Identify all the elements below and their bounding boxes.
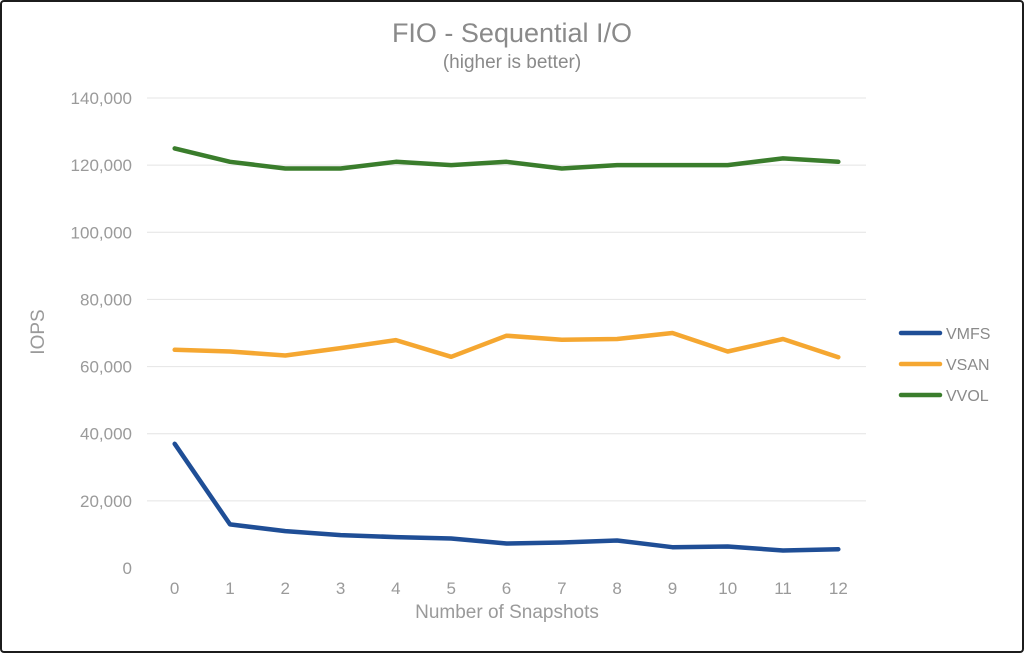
legend: VMFS VSAN VVOL <box>898 326 990 405</box>
gridlines <box>147 97 866 502</box>
x-tick-label: 1 <box>225 579 234 598</box>
chart-subtitle: (higher is better) <box>443 52 581 73</box>
x-tick-label: 8 <box>612 579 621 598</box>
x-tick-label: 0 <box>170 579 179 598</box>
chart-title: FIO - Sequential I/O <box>392 18 632 48</box>
legend-label-vsan: VSAN <box>946 357 990 374</box>
x-axis-label: Number of Snapshots <box>415 602 599 623</box>
series-line-vmfs <box>172 441 841 553</box>
y-tick-label: 100,000 <box>71 223 132 242</box>
x-tick-label: 6 <box>502 579 511 598</box>
y-tick-label: 120,000 <box>71 156 132 175</box>
y-axis-label: IOPS <box>28 309 49 354</box>
x-tick-label: 7 <box>557 579 566 598</box>
legend-label-vvol: VVOL <box>946 388 989 405</box>
x-tick-label: 9 <box>668 579 677 598</box>
series-lines <box>172 146 841 553</box>
y-tick-label: 20,000 <box>80 492 132 511</box>
y-axis-ticks: 0 20,000 40,000 60,000 80,000 100,000 120,000 1… <box>71 89 132 578</box>
x-tick-label: 3 <box>336 579 345 598</box>
x-tick-label: 12 <box>829 579 848 598</box>
x-axis-ticks: 0 1 2 3 4 5 6 7 8 9 10 11 12 <box>170 579 848 598</box>
x-tick-label: 2 <box>281 579 290 598</box>
y-tick-label: 80,000 <box>80 290 132 309</box>
y-tick-label: 60,000 <box>80 358 132 377</box>
legend-label-vmfs: VMFS <box>946 326 990 343</box>
x-tick-label: 10 <box>718 579 737 598</box>
y-tick-label: 0 <box>123 559 132 578</box>
y-tick-label: 40,000 <box>80 425 132 444</box>
series-line-vvol <box>172 146 841 171</box>
x-tick-label: 4 <box>391 579 400 598</box>
x-tick-label: 5 <box>446 579 455 598</box>
x-tick-label: 11 <box>774 579 792 598</box>
y-tick-label: 140,000 <box>71 89 132 108</box>
series-line-vsan <box>172 330 841 360</box>
